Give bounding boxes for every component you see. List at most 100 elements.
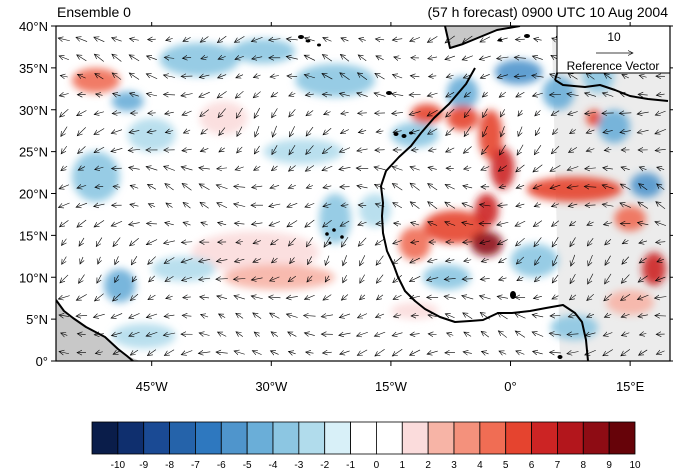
wind-vector (377, 295, 384, 300)
wind-vector (637, 294, 649, 299)
wind-vector (392, 39, 403, 40)
wind-vector (234, 259, 245, 262)
reference-vector-magnitude: 10 (607, 30, 621, 44)
wind-vector (94, 220, 105, 227)
wind-vector (358, 113, 367, 114)
wind-vector (77, 74, 86, 78)
wind-vector (446, 148, 455, 152)
negative-anomaly-blob (231, 38, 296, 64)
lat-tick-label: 40°N (19, 19, 48, 34)
wind-vector (59, 315, 70, 317)
wind-vector (463, 242, 473, 243)
bijagos-island (510, 291, 516, 299)
wind-vector (288, 185, 296, 188)
wind-vector (271, 332, 279, 337)
wind-vector (269, 204, 281, 206)
wind-vector (306, 126, 314, 136)
wind-vector (182, 315, 192, 316)
colorbar-label: 5 (503, 460, 509, 471)
wind-vector (146, 239, 158, 244)
wind-vector (323, 38, 332, 42)
wind-vector (182, 149, 192, 151)
positive-anomaly-blob (586, 109, 603, 127)
wind-vector (552, 220, 560, 227)
wind-vector (322, 146, 333, 153)
wind-vector (654, 297, 667, 299)
wind-vector (447, 333, 454, 335)
wind-vector (532, 93, 543, 96)
wind-vector (164, 257, 175, 263)
wind-vector (165, 223, 174, 225)
wind-vector (619, 113, 632, 114)
wind-vector (534, 237, 542, 246)
wind-vector (94, 128, 105, 134)
wind-vector (272, 145, 278, 154)
wind-vector (287, 220, 298, 226)
wind-vector (78, 167, 86, 171)
wind-vector (410, 202, 420, 209)
wind-vector (376, 131, 384, 132)
wind-vector (218, 332, 227, 336)
wind-vector (235, 56, 244, 59)
wind-vector (516, 351, 525, 355)
wind-vector (358, 130, 367, 132)
wind-vector (115, 256, 119, 264)
wind-vector (61, 333, 68, 335)
wind-vector (656, 351, 665, 355)
wind-vector (147, 131, 157, 133)
wind-vector (181, 242, 193, 243)
wind-vector (323, 204, 332, 207)
wind-vector (446, 127, 455, 135)
wind-vector (549, 333, 562, 335)
wind-vector (358, 205, 367, 206)
wind-vector (656, 94, 665, 95)
colorbar-swatch (505, 421, 532, 455)
wind-vector (480, 74, 490, 78)
wind-vector (115, 275, 119, 282)
wind-vector (534, 145, 542, 155)
wind-vector (340, 129, 350, 133)
wind-vectors (58, 35, 667, 356)
wind-vector (59, 94, 69, 96)
wind-vector (271, 258, 278, 263)
wind-vector (254, 145, 260, 154)
wind-vector (183, 202, 191, 209)
wind-vector (481, 351, 489, 354)
wind-vector (270, 351, 279, 355)
wind-vector (236, 313, 244, 319)
lon-tick-label: 0° (504, 379, 516, 394)
wind-vector (481, 145, 489, 154)
wind-vector (271, 92, 279, 97)
wind-vector (357, 149, 368, 151)
wind-vector (360, 274, 365, 284)
wind-vector (374, 167, 386, 170)
wind-vector (393, 131, 402, 133)
wind-vector (392, 349, 403, 356)
wind-vector (94, 37, 105, 42)
wind-vector (324, 236, 331, 247)
colorbar-label: 10 (629, 460, 641, 471)
wind-vector (234, 36, 245, 42)
wind-vector (236, 75, 244, 78)
wind-vector (182, 183, 192, 191)
colorbar-swatch (272, 421, 300, 455)
wind-vector (393, 295, 402, 299)
wind-vector (286, 56, 298, 59)
wind-vector (233, 279, 246, 280)
wind-vector (481, 259, 489, 261)
wind-vector (322, 165, 333, 171)
wind-vector (181, 259, 193, 263)
colorbar-label: 0 (374, 460, 380, 471)
wind-vector (569, 294, 577, 300)
wind-vector (254, 166, 261, 170)
wind-vector (60, 274, 69, 283)
wind-vector (375, 238, 385, 245)
wind-vector (289, 165, 296, 172)
wind-vector (201, 315, 209, 318)
wind-vector (253, 91, 261, 98)
colorbar-swatch (246, 421, 274, 455)
wind-vector (305, 165, 314, 172)
wind-vector (462, 222, 474, 224)
lon-tick-label: 30°W (255, 379, 288, 394)
wind-vector (569, 221, 577, 226)
